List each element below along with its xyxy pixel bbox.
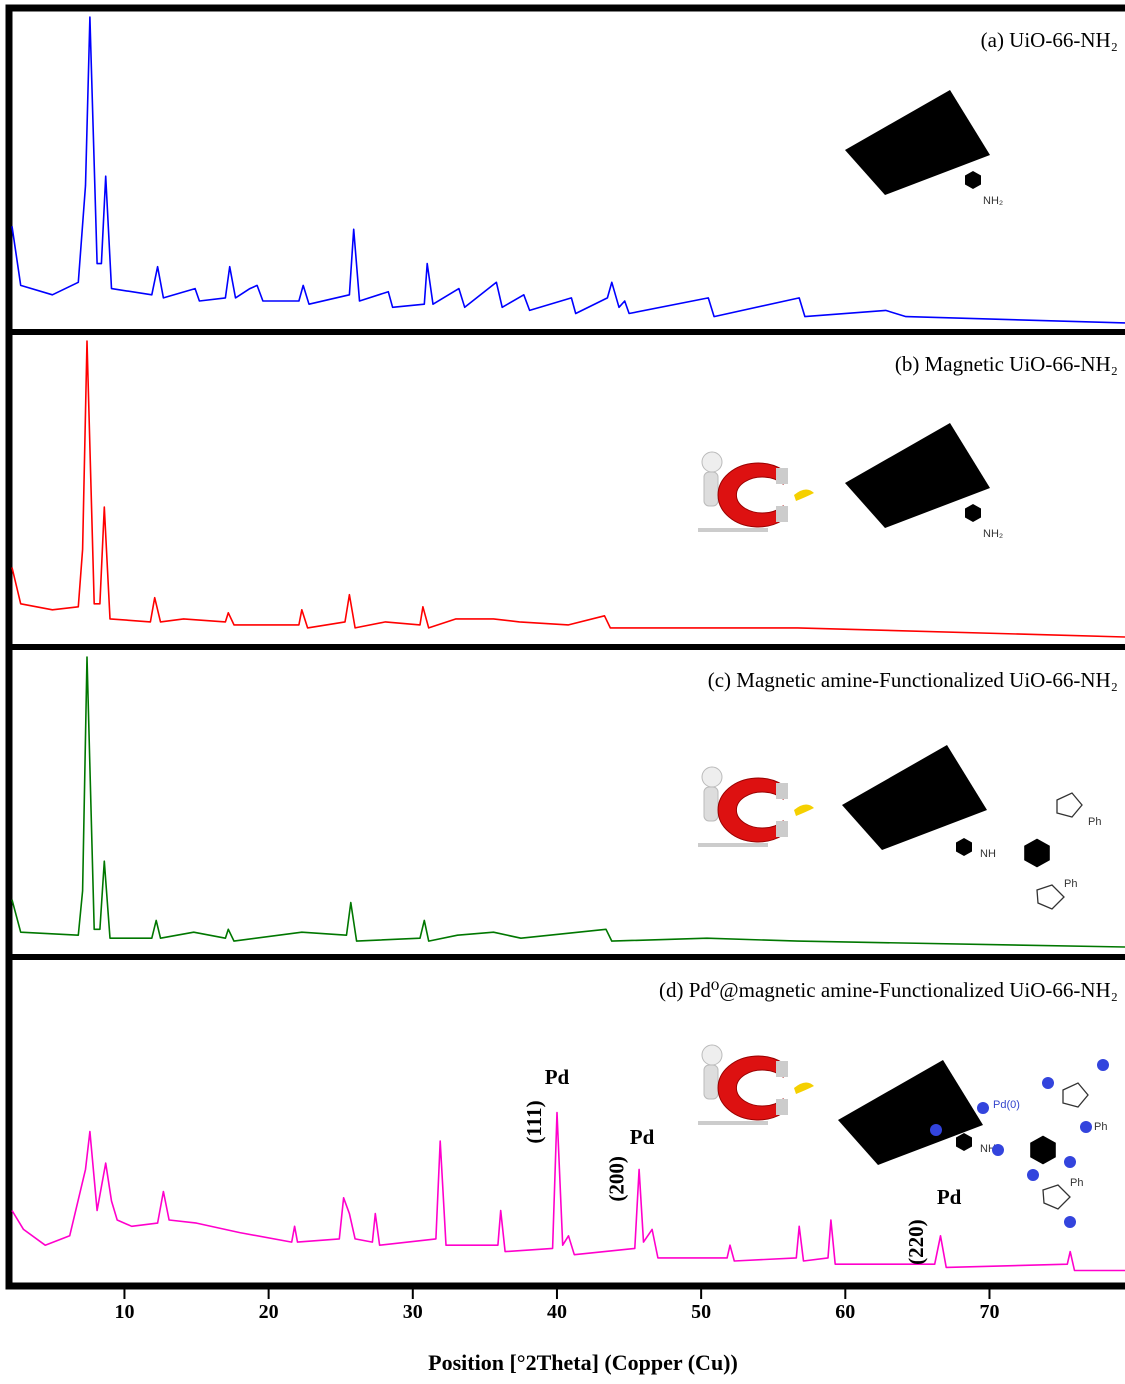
- x-tick-label: 20: [259, 1301, 279, 1323]
- octahedron: NH₂: [845, 353, 1003, 568]
- insets: NH₂ NH₂ NH Ph Ph NH Ph Ph Pd(0): [698, 20, 1109, 1228]
- chem-label: NH₂: [983, 528, 1003, 540]
- chem-label: Ph: [1094, 1121, 1107, 1133]
- chem-label: NH: [980, 848, 996, 860]
- chem-label: Ph: [1070, 1177, 1083, 1189]
- x-tick-label: 50: [691, 1301, 711, 1323]
- peak-annotation: (111): [522, 1100, 546, 1143]
- magnet-icon: [698, 767, 814, 847]
- x-tick-label: 60: [835, 1301, 855, 1323]
- x-tick-label: 30: [403, 1301, 423, 1323]
- xrd-pattern: [12, 17, 1125, 323]
- panel-title: (c) Magnetic amine-Functionalized UiO-66…: [708, 668, 1118, 692]
- peak-annotation: (220): [904, 1219, 928, 1265]
- chem-label: NH₂: [983, 195, 1003, 207]
- chem-label: Pd(0): [993, 1099, 1020, 1111]
- x-tick-label: 40: [547, 1301, 567, 1323]
- x-axis-label: Position [°2Theta] (Copper (Cu)): [428, 1350, 738, 1375]
- octahedron: NH₂: [845, 20, 1003, 235]
- panel-title: (b) Magnetic UiO-66-NH₂: [895, 352, 1118, 376]
- x-tick-label: 70: [979, 1301, 999, 1323]
- peak-annotation: (200): [604, 1156, 628, 1202]
- peak-annotation: Pd: [545, 1065, 570, 1089]
- peak-annotation: Pd: [937, 1185, 962, 1209]
- panel-title: (d) Pd⁰@magnetic amine-Functionalized Ui…: [659, 978, 1118, 1002]
- octahedron: NH Ph Ph: [842, 675, 1101, 909]
- magnet-icon: [698, 1045, 814, 1125]
- x-tick-label: 10: [114, 1301, 134, 1323]
- chem-label: Ph: [1088, 816, 1101, 828]
- peak-annotation: Pd: [630, 1125, 655, 1149]
- chem-label: Ph: [1064, 878, 1077, 890]
- magnet-icon: [698, 452, 814, 532]
- chart: NH₂ NH₂ NH Ph Ph NH Ph Ph Pd(0): [0, 0, 1125, 1384]
- octahedron: NH Ph Ph Pd(0): [838, 990, 1109, 1228]
- panel-title: (a) UiO-66-NH₂: [981, 28, 1118, 52]
